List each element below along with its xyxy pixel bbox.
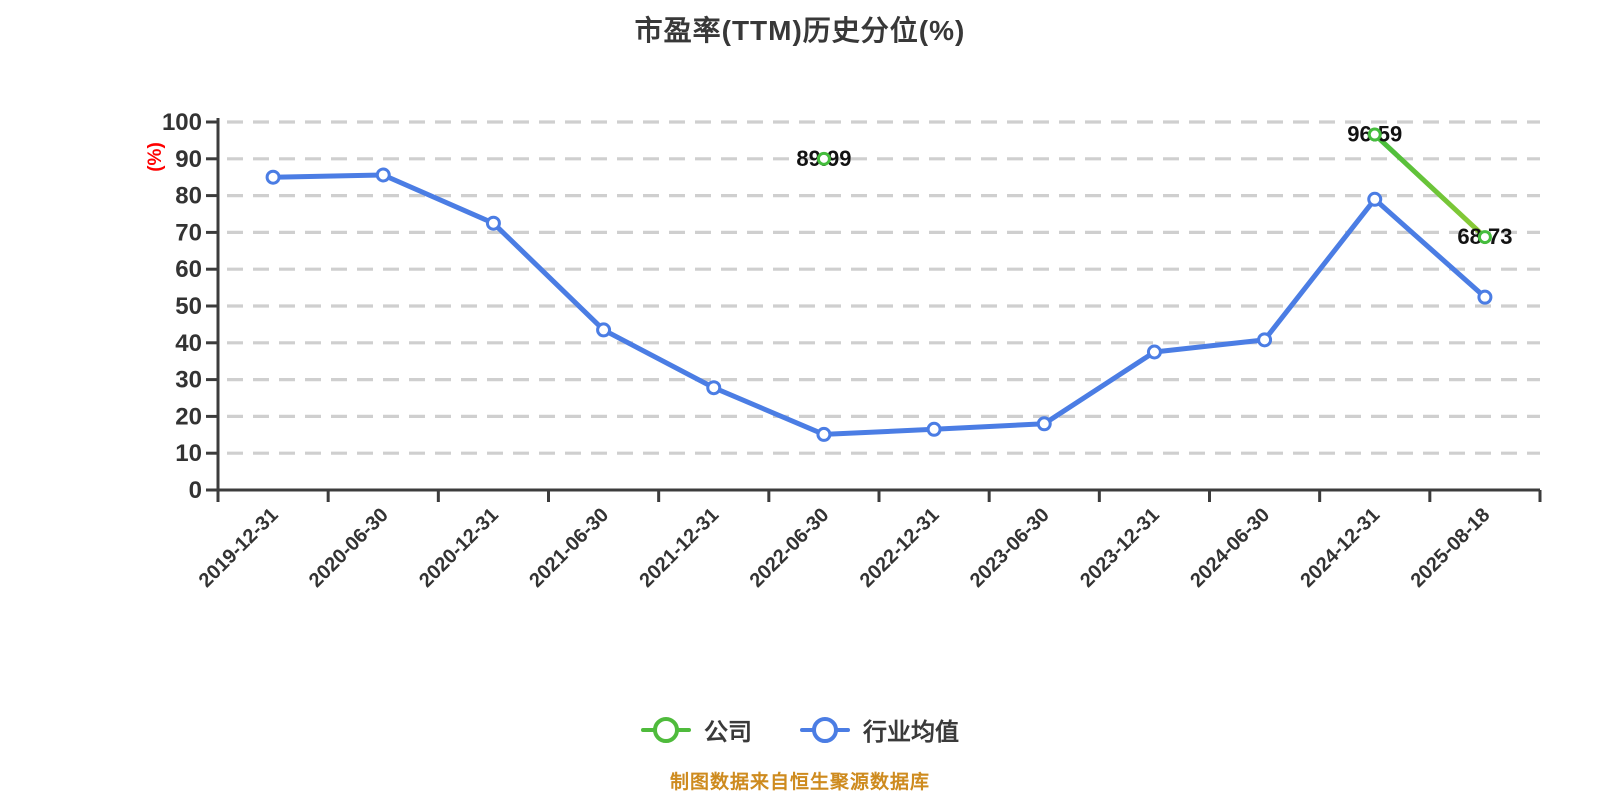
industry-line: [270, 172, 1488, 437]
industry-point: [1477, 289, 1493, 305]
y-tick-label: 90: [175, 146, 202, 173]
legend-item-industry-average: 行业均值: [800, 712, 959, 747]
x-tick-label: 2020-06-30: [305, 504, 393, 592]
company-point: [1477, 230, 1492, 245]
y-tick-label: 10: [175, 440, 202, 467]
y-tick-label: 30: [175, 367, 202, 394]
company-point: [816, 151, 831, 166]
industry-point: [485, 215, 501, 231]
legend-item-company: 公司: [641, 712, 752, 747]
industry-point: [375, 167, 391, 183]
x-tick-label: 2025-08-18: [1407, 504, 1495, 592]
industry-point: [1036, 416, 1052, 432]
industry-point: [596, 322, 612, 338]
company-series-marker-icon: [641, 716, 691, 744]
chart-title: 市盈率(TTM)历史分位(%): [634, 15, 966, 46]
x-tick-label: 2021-12-31: [635, 504, 723, 592]
y-tick-label: 80: [175, 183, 202, 210]
y-tick-label: 70: [175, 219, 202, 246]
company-point: [1367, 127, 1382, 142]
y-tick-label: 100: [162, 109, 202, 136]
company-line: [1372, 132, 1488, 240]
y-tick-label: 60: [175, 256, 202, 283]
industry-point: [1146, 344, 1162, 360]
x-tick-label: 2022-12-31: [856, 504, 944, 592]
y-tick-label: 20: [175, 403, 202, 430]
x-tick-label: 2019-12-31: [195, 504, 283, 592]
industry-point: [265, 169, 281, 185]
x-tick-label: 2020-12-31: [415, 504, 503, 592]
industry-point: [1367, 191, 1383, 207]
legend: 公司 行业均值: [0, 712, 1600, 747]
y-tick-label: 50: [175, 293, 202, 320]
industry-point: [1257, 332, 1273, 348]
data-source-credit: 制图数据来自恒生聚源数据库: [669, 772, 930, 793]
x-tick-label: 2021-06-30: [525, 504, 613, 592]
industry-point: [926, 421, 942, 437]
x-tick-label: 2022-06-30: [746, 504, 834, 592]
x-tick-label: 2024-06-30: [1186, 504, 1274, 592]
legend-label-company: 公司: [704, 719, 752, 746]
y-tick-label: 0: [189, 477, 202, 504]
x-tick-label: 2023-12-31: [1076, 504, 1164, 592]
industry-point: [706, 380, 722, 396]
industry-series-marker-icon: [800, 716, 850, 744]
x-tick-label: 2023-06-30: [966, 504, 1054, 592]
x-tick-label: 2024-12-31: [1296, 504, 1384, 592]
industry-point: [816, 426, 832, 442]
legend-label-industry-average: 行业均值: [863, 719, 959, 746]
y-tick-label: 40: [175, 330, 202, 357]
